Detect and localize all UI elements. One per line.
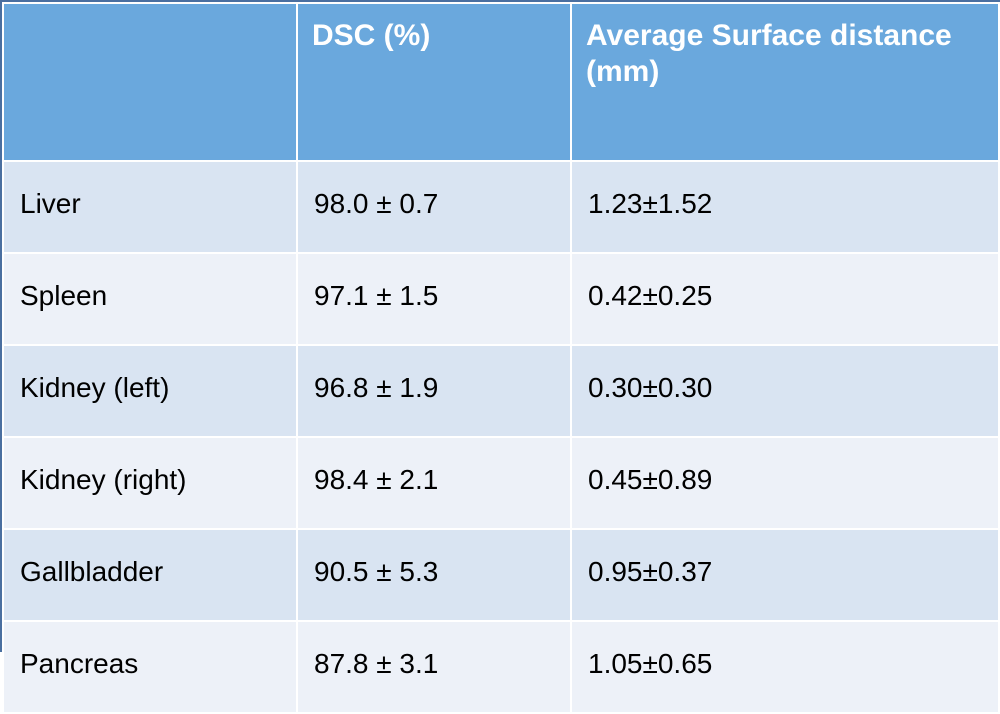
organ-cell: Kidney (left) <box>2 344 298 438</box>
organ-cell: Gallbladder <box>2 528 298 622</box>
asd-cell: 0.45±0.89 <box>570 436 1000 530</box>
organ-cell: Pancreas <box>2 620 298 714</box>
table-row: Gallbladder 90.5 ± 5.3 0.95±0.37 <box>2 528 1000 622</box>
dsc-cell: 87.8 ± 3.1 <box>296 620 572 714</box>
table-row: Spleen 97.1 ± 1.5 0.42±0.25 <box>2 252 1000 346</box>
header-organ <box>2 2 298 162</box>
asd-cell: 0.42±0.25 <box>570 252 1000 346</box>
header-dsc: DSC (%) <box>296 2 572 162</box>
table-row: Liver 98.0 ± 0.7 1.23±1.52 <box>2 160 1000 254</box>
dsc-cell: 96.8 ± 1.9 <box>296 344 572 438</box>
asd-cell: 1.23±1.52 <box>570 160 1000 254</box>
table-row: Kidney (left) 96.8 ± 1.9 0.30±0.30 <box>2 344 1000 438</box>
organ-cell: Liver <box>2 160 298 254</box>
asd-cell: 0.95±0.37 <box>570 528 1000 622</box>
dsc-cell: 90.5 ± 5.3 <box>296 528 572 622</box>
asd-cell: 0.30±0.30 <box>570 344 1000 438</box>
organ-cell: Kidney (right) <box>2 436 298 530</box>
table-row: Kidney (right) 98.4 ± 2.1 0.45±0.89 <box>2 436 1000 530</box>
dsc-cell: 98.0 ± 0.7 <box>296 160 572 254</box>
dsc-cell: 97.1 ± 1.5 <box>296 252 572 346</box>
dsc-cell: 98.4 ± 2.1 <box>296 436 572 530</box>
organ-cell: Spleen <box>2 252 298 346</box>
asd-cell: 1.05±0.65 <box>570 620 1000 714</box>
header-average-surface-distance: Average Surface distance (mm) <box>570 2 1000 162</box>
header-row: DSC (%) Average Surface distance (mm) <box>2 2 1000 162</box>
table-row: Pancreas 87.8 ± 3.1 1.05±0.65 <box>2 620 1000 714</box>
